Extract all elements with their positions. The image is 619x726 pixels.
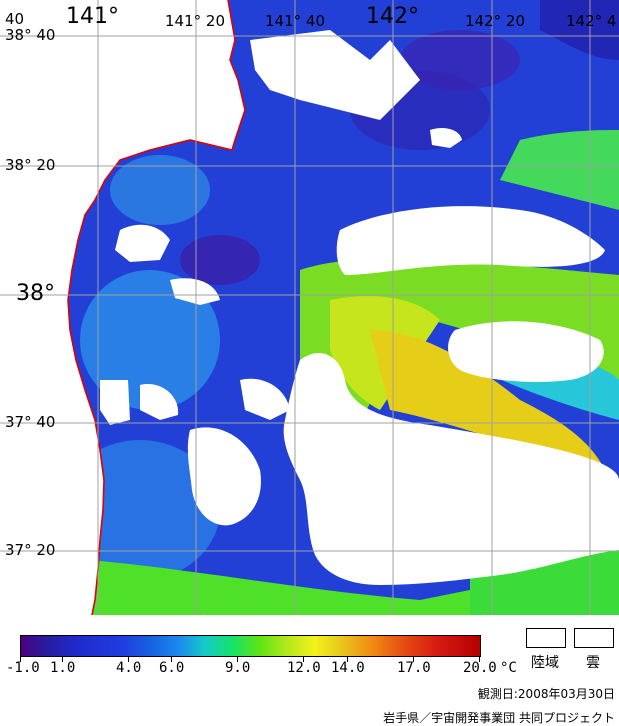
- lat-label-38-20: 38° 20: [5, 156, 56, 174]
- scale-tick: [347, 656, 348, 662]
- scale-label: 17.0: [397, 660, 431, 676]
- cloud-area: [448, 321, 604, 382]
- scale-tick: [171, 656, 172, 662]
- lat-label-37-20: 37° 20: [5, 541, 56, 559]
- observation-date: 観測日:2008年03月30日: [477, 687, 615, 701]
- scale-tick: [62, 656, 63, 662]
- scale-label: 6.0: [159, 660, 185, 676]
- temperature-color-scale: [20, 635, 481, 657]
- cloud-area: [283, 352, 619, 585]
- lon-label-141: 141°: [66, 4, 119, 29]
- cloud-area: [100, 380, 130, 425]
- scale-tick: [479, 656, 480, 662]
- cloud-legend-label: 雲: [586, 655, 600, 671]
- lat-label-37-40: 37° 40: [5, 413, 56, 431]
- lon-label-142-40: 142° 4: [566, 12, 617, 30]
- scale-label: 20.0: [463, 660, 497, 676]
- cloud-area: [115, 224, 170, 262]
- lon-label-142-20: 142° 20: [465, 12, 525, 30]
- cloud-legend-swatch: [574, 628, 614, 648]
- cloud-area: [250, 30, 420, 120]
- scale-tick: [237, 656, 238, 662]
- coastline: [67, 0, 246, 615]
- scale-label: 1.0: [50, 660, 76, 676]
- scale-label: 4.0: [116, 660, 142, 676]
- credit-line: 岩手県／宇宙開発事業団 共同プロジェクト: [383, 711, 615, 725]
- land-legend-label: 陸域: [531, 655, 559, 671]
- scale-label: 14.0: [331, 660, 365, 676]
- cloud-area: [430, 128, 462, 148]
- cloud-area: [187, 427, 261, 526]
- scale-tick: [413, 656, 414, 662]
- scale-unit: °C: [500, 660, 517, 676]
- land-legend-swatch: [526, 628, 566, 648]
- land-area: [0, 0, 245, 615]
- lon-label-141-20: 141° 20: [165, 12, 225, 30]
- scale-label: -1.0: [6, 660, 40, 676]
- lat-label-38: 38°: [16, 281, 55, 306]
- cloud-area: [140, 384, 179, 420]
- cloud-area: [240, 378, 290, 420]
- scale-tick: [20, 656, 21, 662]
- scale-label: 12.0: [287, 660, 321, 676]
- corner-label: 40: [5, 10, 25, 28]
- lon-label-142: 142°: [366, 4, 419, 29]
- scale-label: 9.0: [225, 660, 251, 676]
- lat-label-38-40: 38° 40: [5, 26, 56, 44]
- scale-tick: [303, 656, 304, 662]
- graticule: [0, 0, 619, 615]
- cloud-area: [170, 278, 220, 305]
- cloud-area: [336, 206, 605, 275]
- sea-surface-temperature-map: [0, 0, 619, 615]
- lon-label-141-40: 141° 40: [265, 12, 325, 30]
- scale-tick: [128, 656, 129, 662]
